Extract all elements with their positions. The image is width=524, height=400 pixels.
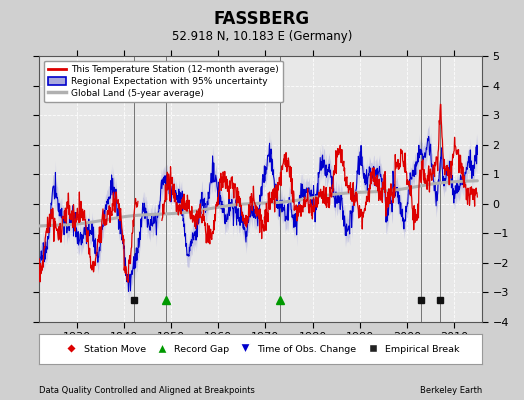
Text: FASSBERG: FASSBERG (214, 10, 310, 28)
Text: 52.918 N, 10.183 E (Germany): 52.918 N, 10.183 E (Germany) (172, 30, 352, 43)
Text: Data Quality Controlled and Aligned at Breakpoints: Data Quality Controlled and Aligned at B… (39, 386, 255, 395)
Legend: Station Move, Record Gap, Time of Obs. Change, Empirical Break: Station Move, Record Gap, Time of Obs. C… (59, 342, 462, 356)
Legend: This Temperature Station (12-month average), Regional Expectation with 95% uncer: This Temperature Station (12-month avera… (44, 60, 283, 102)
Text: Berkeley Earth: Berkeley Earth (420, 386, 482, 395)
